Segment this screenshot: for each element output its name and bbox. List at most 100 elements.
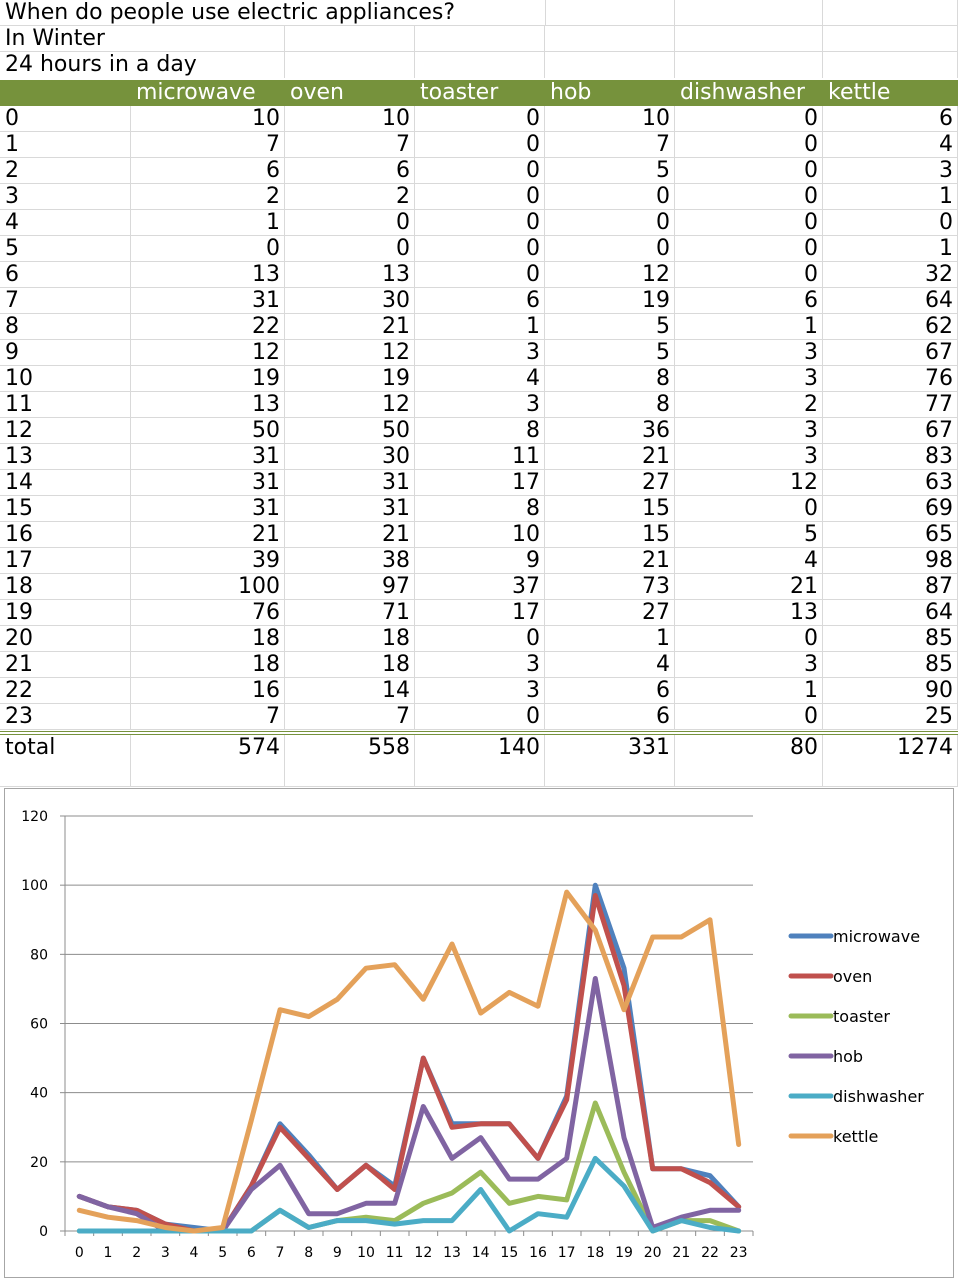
value-cell-dishwasher[interactable]: 3 (675, 652, 823, 678)
value-cell-hob[interactable]: 5 (545, 314, 675, 340)
empty-cell[interactable] (285, 26, 415, 52)
value-cell-oven[interactable]: 7 (285, 704, 415, 730)
value-cell-microwave[interactable]: 12 (131, 340, 285, 366)
value-cell-toaster[interactable]: 4 (415, 366, 545, 392)
value-cell-hob[interactable]: 0 (545, 184, 675, 210)
value-cell-dishwasher[interactable]: 0 (675, 158, 823, 184)
value-cell-microwave[interactable]: 19 (131, 366, 285, 392)
value-cell-microwave[interactable]: 7 (131, 704, 285, 730)
value-cell-kettle[interactable]: 98 (823, 548, 958, 574)
empty-cell[interactable] (285, 761, 415, 787)
total-dishwasher[interactable]: 80 (675, 735, 823, 761)
value-cell-hob[interactable]: 0 (545, 236, 675, 262)
value-cell-microwave[interactable]: 31 (131, 288, 285, 314)
value-cell-kettle[interactable]: 90 (823, 678, 958, 704)
value-cell-microwave[interactable]: 6 (131, 158, 285, 184)
hour-cell[interactable]: 2 (0, 158, 131, 184)
value-cell-oven[interactable]: 18 (285, 626, 415, 652)
value-cell-microwave[interactable]: 39 (131, 548, 285, 574)
value-cell-hob[interactable]: 15 (545, 522, 675, 548)
value-cell-hob[interactable]: 21 (545, 548, 675, 574)
value-cell-oven[interactable]: 71 (285, 600, 415, 626)
value-cell-hob[interactable]: 27 (545, 600, 675, 626)
hour-cell[interactable]: 1 (0, 132, 131, 158)
value-cell-kettle[interactable]: 87 (823, 574, 958, 600)
value-cell-kettle[interactable]: 85 (823, 652, 958, 678)
value-cell-hob[interactable]: 12 (545, 262, 675, 288)
value-cell-dishwasher[interactable]: 0 (675, 132, 823, 158)
value-cell-hob[interactable]: 5 (545, 340, 675, 366)
value-cell-hob[interactable]: 0 (545, 210, 675, 236)
hour-cell[interactable]: 9 (0, 340, 131, 366)
value-cell-oven[interactable]: 50 (285, 418, 415, 444)
value-cell-hob[interactable]: 7 (545, 132, 675, 158)
hour-cell[interactable]: 4 (0, 210, 131, 236)
value-cell-hob[interactable]: 15 (545, 496, 675, 522)
value-cell-dishwasher[interactable]: 3 (675, 444, 823, 470)
column-header-dishwasher[interactable]: dishwasher (675, 80, 823, 106)
value-cell-microwave[interactable]: 31 (131, 470, 285, 496)
value-cell-microwave[interactable]: 21 (131, 522, 285, 548)
hour-cell[interactable]: 15 (0, 496, 131, 522)
value-cell-microwave[interactable]: 22 (131, 314, 285, 340)
header-corner[interactable] (0, 80, 131, 106)
value-cell-toaster[interactable]: 0 (415, 184, 545, 210)
value-cell-kettle[interactable]: 3 (823, 158, 958, 184)
value-cell-toaster[interactable]: 37 (415, 574, 545, 600)
value-cell-dishwasher[interactable]: 21 (675, 574, 823, 600)
value-cell-microwave[interactable]: 31 (131, 444, 285, 470)
value-cell-hob[interactable]: 6 (545, 704, 675, 730)
value-cell-hob[interactable]: 19 (545, 288, 675, 314)
value-cell-toaster[interactable]: 3 (415, 678, 545, 704)
value-cell-toaster[interactable]: 0 (415, 626, 545, 652)
value-cell-oven[interactable]: 0 (285, 210, 415, 236)
value-cell-oven[interactable]: 2 (285, 184, 415, 210)
empty-cell[interactable] (131, 761, 285, 787)
value-cell-kettle[interactable]: 67 (823, 418, 958, 444)
sheet-subtitle[interactable]: In Winter (0, 26, 285, 52)
empty-cell[interactable] (545, 52, 675, 78)
value-cell-oven[interactable]: 30 (285, 444, 415, 470)
hour-cell[interactable]: 13 (0, 444, 131, 470)
value-cell-oven[interactable]: 97 (285, 574, 415, 600)
value-cell-toaster[interactable]: 9 (415, 548, 545, 574)
value-cell-toaster[interactable]: 0 (415, 106, 545, 132)
empty-cell[interactable] (823, 0, 958, 26)
hour-cell[interactable]: 10 (0, 366, 131, 392)
value-cell-oven[interactable]: 31 (285, 496, 415, 522)
hour-cell[interactable]: 23 (0, 704, 131, 730)
value-cell-microwave[interactable]: 18 (131, 652, 285, 678)
column-header-microwave[interactable]: microwave (131, 80, 285, 106)
empty-cell[interactable] (675, 0, 823, 26)
value-cell-microwave[interactable]: 7 (131, 132, 285, 158)
value-cell-hob[interactable]: 4 (545, 652, 675, 678)
value-cell-dishwasher[interactable]: 0 (675, 496, 823, 522)
value-cell-kettle[interactable]: 1 (823, 184, 958, 210)
column-header-oven[interactable]: oven (285, 80, 415, 106)
value-cell-kettle[interactable]: 64 (823, 288, 958, 314)
value-cell-oven[interactable]: 12 (285, 340, 415, 366)
value-cell-microwave[interactable]: 13 (131, 392, 285, 418)
hour-cell[interactable]: 5 (0, 236, 131, 262)
value-cell-oven[interactable]: 18 (285, 652, 415, 678)
value-cell-toaster[interactable]: 6 (415, 288, 545, 314)
total-kettle[interactable]: 1274 (823, 735, 958, 761)
value-cell-dishwasher[interactable]: 3 (675, 340, 823, 366)
value-cell-toaster[interactable]: 0 (415, 262, 545, 288)
empty-cell[interactable] (545, 0, 675, 26)
value-cell-dishwasher[interactable]: 1 (675, 314, 823, 340)
total-label[interactable]: total (0, 735, 131, 761)
value-cell-dishwasher[interactable]: 12 (675, 470, 823, 496)
value-cell-oven[interactable]: 10 (285, 106, 415, 132)
value-cell-oven[interactable]: 30 (285, 288, 415, 314)
value-cell-toaster[interactable]: 11 (415, 444, 545, 470)
value-cell-hob[interactable]: 6 (545, 678, 675, 704)
value-cell-toaster[interactable]: 0 (415, 210, 545, 236)
value-cell-toaster[interactable]: 17 (415, 470, 545, 496)
empty-cell[interactable] (285, 52, 415, 78)
value-cell-kettle[interactable]: 76 (823, 366, 958, 392)
hour-cell[interactable]: 11 (0, 392, 131, 418)
empty-cell[interactable] (675, 26, 823, 52)
empty-cell[interactable] (545, 761, 675, 787)
sheet-title[interactable]: When do people use electric appliances? (0, 0, 545, 26)
